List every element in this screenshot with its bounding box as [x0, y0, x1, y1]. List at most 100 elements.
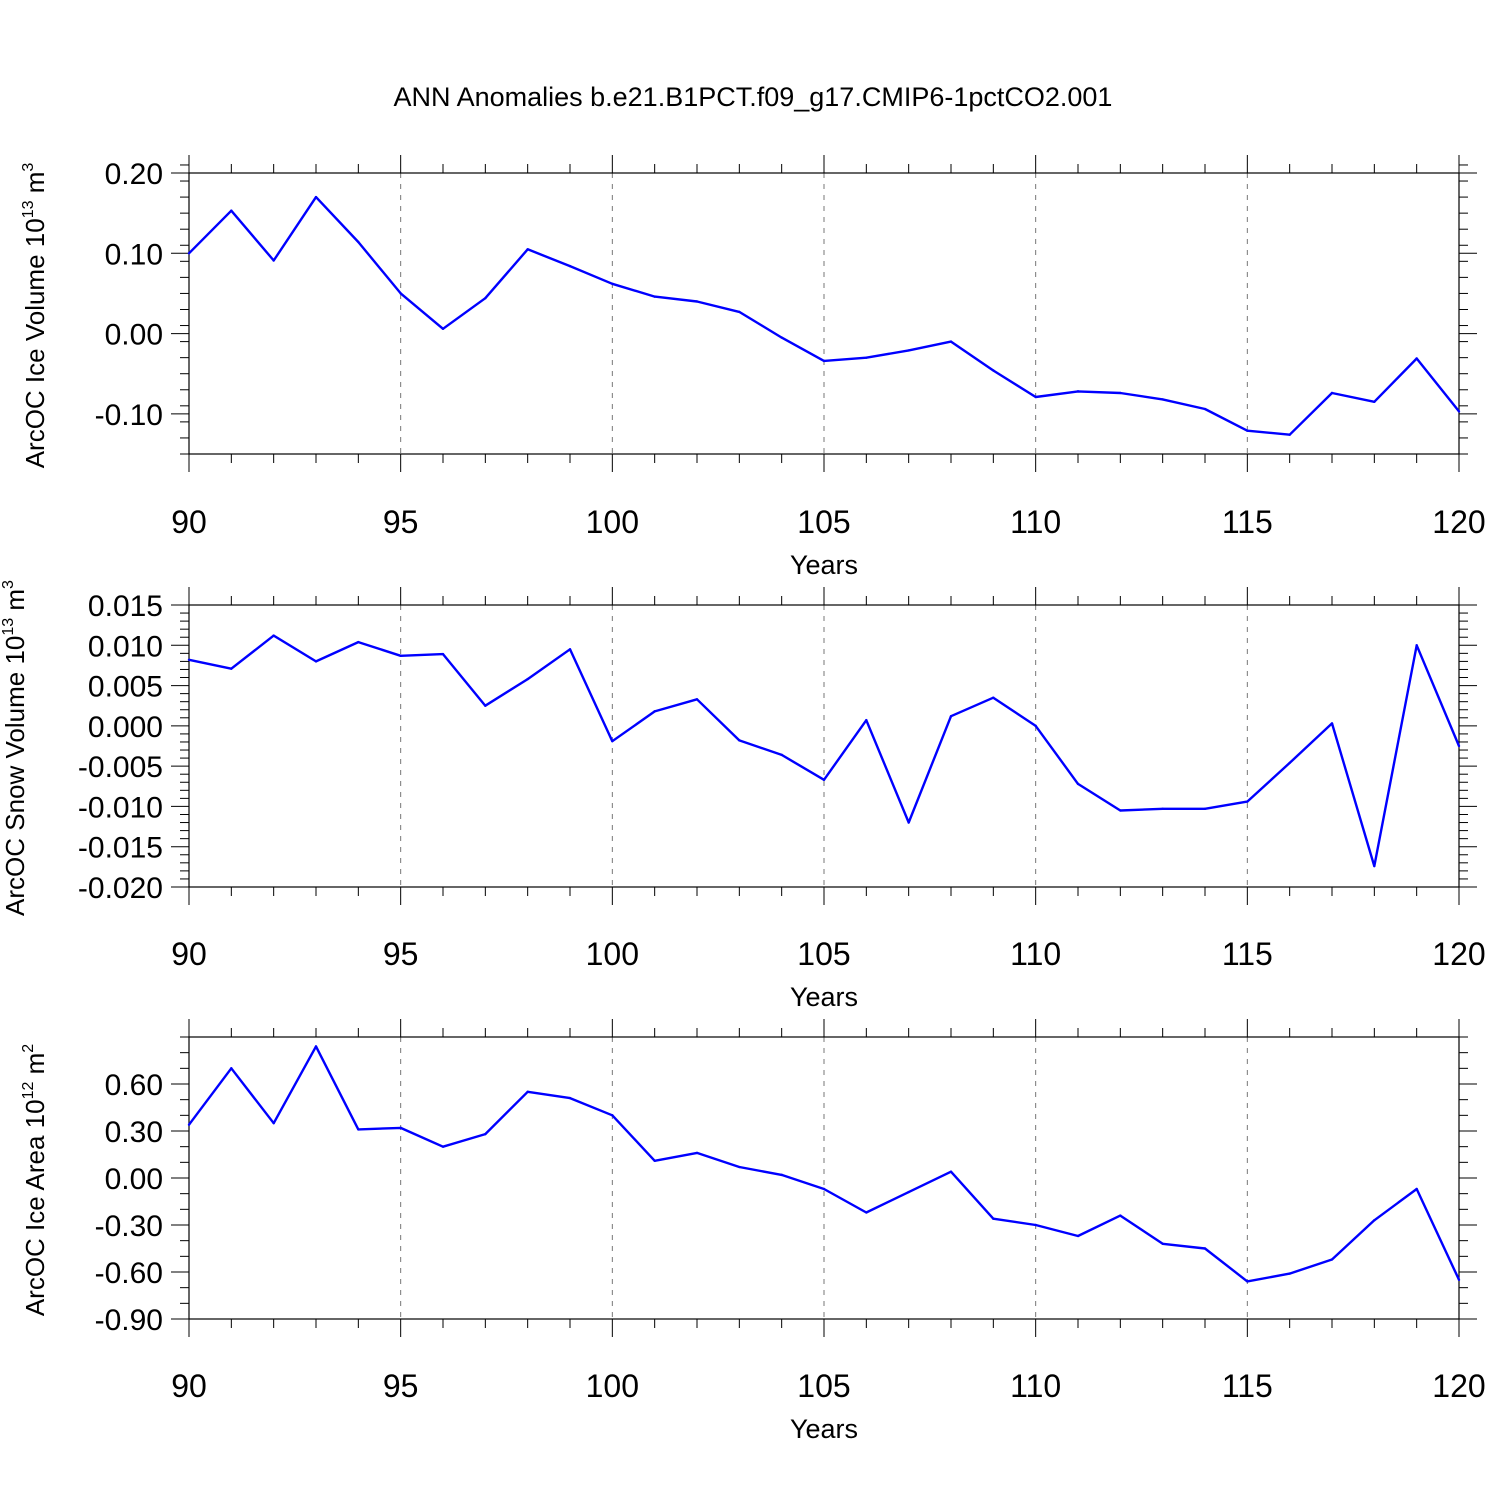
data-point [526, 248, 529, 251]
data-point [1330, 722, 1334, 725]
plot-frame [188, 604, 1460, 888]
y-axis-label: ArcOC Snow Volume 1013 m3 [0, 580, 30, 916]
y-tick-label: 0.30 [105, 1116, 163, 1149]
x-tick-label: 120 [1432, 504, 1485, 540]
data-point [1203, 1247, 1207, 1250]
data-point [1373, 1219, 1376, 1222]
data-point [1457, 410, 1461, 413]
y-tick-label: 0.010 [88, 630, 163, 663]
data-point [1161, 398, 1164, 401]
data-point [653, 295, 656, 298]
data-point [822, 1187, 826, 1191]
data-point [1457, 744, 1461, 748]
x-tick-label: 105 [797, 1368, 850, 1404]
y-tick-label: 0.20 [105, 158, 163, 191]
x-tick-label: 110 [1010, 936, 1061, 972]
data-point [738, 310, 741, 314]
data-point [992, 696, 995, 699]
data-point [314, 660, 318, 663]
data-point [611, 739, 614, 743]
data-point [357, 1128, 360, 1131]
data-point [568, 1096, 572, 1100]
data-point [738, 1165, 741, 1169]
data-point [272, 1121, 275, 1125]
x-axis-label: Years [790, 982, 858, 1012]
data-point [1246, 1280, 1249, 1283]
y-label-unit-exponent: 2 [20, 1044, 37, 1053]
y-tick-label: 0.00 [105, 319, 163, 352]
y-tick-label: 0.005 [88, 671, 163, 704]
data-point [441, 1145, 445, 1148]
data-point [484, 297, 487, 300]
data-point [780, 1173, 783, 1177]
data-point [1161, 1242, 1164, 1246]
data-point [1288, 433, 1291, 436]
x-axis-label: Years [790, 550, 858, 580]
data-point [1415, 1187, 1418, 1191]
data-point [1203, 807, 1207, 811]
data-point [230, 209, 233, 212]
data-point [1288, 761, 1291, 765]
y-label-unit-exponent: 3 [20, 163, 37, 172]
data-point [1330, 1258, 1334, 1261]
y-label-exponent: 13 [20, 200, 37, 218]
data-point [1457, 1278, 1461, 1282]
data-point [441, 327, 445, 330]
x-tick-label: 120 [1432, 936, 1485, 972]
y-tick-label: 0.015 [88, 590, 163, 623]
data-point [357, 640, 360, 644]
x-tick-label: 110 [1010, 1368, 1061, 1404]
data-point [1203, 407, 1207, 411]
data-point [526, 1090, 529, 1094]
x-tick-label: 100 [586, 936, 639, 972]
y-axis-label: ArcOC Ice Volume 1013 m3 [20, 163, 50, 469]
data-point [907, 349, 910, 352]
x-tick-label: 105 [797, 936, 850, 972]
x-tick-label: 110 [1010, 504, 1061, 540]
data-point [187, 1123, 191, 1126]
y-label-text: ArcOC Snow Volume 10 [0, 636, 30, 916]
x-tick-label: 90 [171, 1368, 207, 1404]
y-tick-label: 0.60 [105, 1069, 163, 1102]
data-point [187, 658, 191, 661]
data-point [865, 356, 868, 359]
data-point [357, 240, 360, 244]
data-point [1373, 400, 1376, 404]
x-tick-label: 115 [1222, 936, 1273, 972]
data-point [992, 1217, 995, 1220]
data-point [568, 264, 572, 268]
y-label-exponent: 13 [0, 618, 17, 636]
x-tick-label: 115 [1222, 504, 1273, 540]
y-tick-label: -0.30 [95, 1210, 163, 1243]
data-point [441, 652, 445, 656]
data-point [907, 821, 910, 824]
y-label-unit-exponent: 3 [0, 580, 17, 589]
data-point [695, 698, 699, 701]
data-point [865, 1211, 868, 1214]
data-point [653, 710, 656, 713]
x-tick-label: 100 [586, 1368, 639, 1404]
data-point [272, 634, 275, 637]
y-axis-label: ArcOC Ice Area 1012 m2 [20, 1044, 50, 1316]
x-tick-label: 115 [1222, 1368, 1273, 1404]
data-point [230, 667, 233, 670]
data-point [272, 259, 275, 262]
data-point [1119, 391, 1122, 395]
data-point [611, 1114, 614, 1117]
data-point [187, 252, 191, 255]
data-point [399, 1126, 402, 1130]
figure-title: ANN Anomalies b.e21.B1PCT.f09_g17.CMIP6-… [394, 82, 1113, 112]
data-point [1246, 429, 1249, 432]
data-point [949, 714, 953, 718]
y-label-unit: m [20, 172, 50, 201]
y-label-text: ArcOC Ice Volume 10 [20, 218, 50, 468]
data-point [1076, 390, 1080, 393]
data-point [1246, 800, 1249, 803]
x-tick-label: 95 [383, 1368, 419, 1404]
x-tick-label: 100 [586, 504, 639, 540]
x-tick-label: 90 [171, 936, 207, 972]
data-point [484, 1132, 487, 1136]
data-point [1161, 807, 1164, 811]
data-point [1076, 782, 1080, 786]
